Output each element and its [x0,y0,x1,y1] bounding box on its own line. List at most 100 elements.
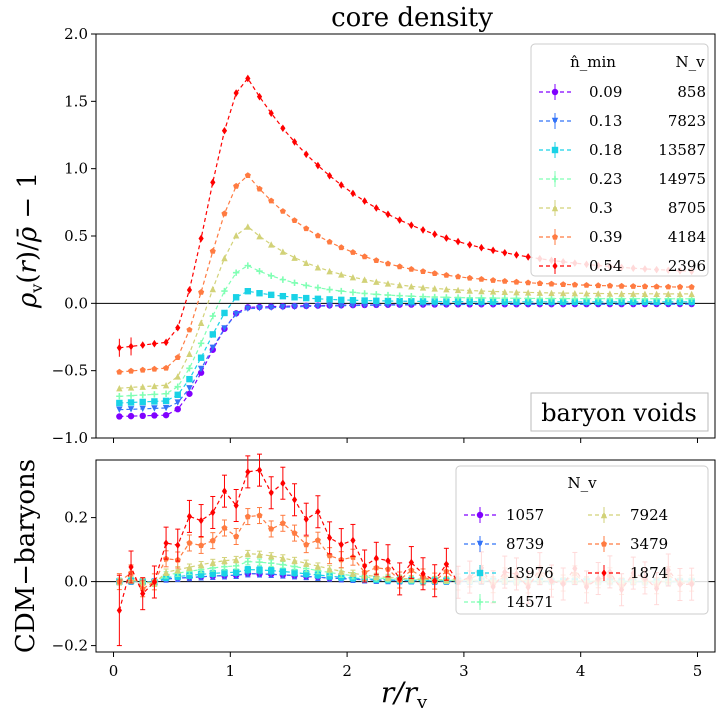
top-point [373,297,380,304]
top-point [314,295,322,303]
bottom-point [221,524,228,531]
top-ytick-label: 1.0 [64,160,88,178]
top-point [548,280,555,287]
top-point [338,296,345,304]
top-legend-count: 14975 [658,170,706,188]
annotation-box [530,392,709,432]
bottom-point [232,556,240,563]
top-point [443,285,450,293]
bottom-point [338,540,344,549]
top-series [116,74,695,420]
bottom-point [268,488,274,497]
top-point [524,295,532,302]
top-point [361,297,368,304]
top-point [455,237,461,246]
top-point [256,185,263,192]
top-point [501,298,508,305]
bottom-point [267,560,275,567]
top-point [431,270,438,276]
bottom-point [432,576,438,585]
bottom-point [245,468,251,476]
top-legend-row: 0.54 2396 [539,257,706,275]
top-point [489,288,497,295]
top-point [384,297,392,305]
top-point [186,385,193,392]
top-point [467,241,473,249]
bottom-point [303,541,310,548]
top-point [513,278,520,285]
top-point [536,280,543,286]
top-point [151,365,158,372]
bottom-xtick-label: 5 [693,662,703,680]
bottom-legend-header: N_v [567,474,597,492]
top-point [139,412,146,420]
top-point [478,276,485,282]
top-ytick-label: −0.5 [52,362,88,380]
top-point [665,290,672,298]
top-point [233,182,240,189]
top-point [291,303,298,311]
top-point [630,283,637,289]
bottom-point [221,569,228,576]
top-point [127,399,135,406]
top-point [151,412,158,419]
top-point [116,406,123,413]
top-legend-count: 4184 [668,228,706,246]
top-point [478,298,485,305]
top-point [524,298,532,306]
top-point [396,263,403,270]
top-point [175,323,181,332]
top-point [443,298,450,305]
top-legend-nmin: 0.3 [589,199,613,217]
top-legend-marker [552,233,558,240]
bottom-legend-row: 3479 [588,535,668,553]
top-point [501,288,508,296]
top-legend-nmin: 0.39 [589,228,622,246]
top-point [244,223,252,230]
bottom-point [350,536,356,545]
top-point [548,295,555,302]
bottom-point [210,508,216,517]
top-point [454,286,462,294]
top-point [127,406,135,413]
top-point [267,272,275,279]
top-point [209,331,216,338]
top-point [139,383,146,390]
top-point [349,302,357,309]
top-series-0.39 [116,172,695,375]
top-point [338,302,345,309]
bottom-point [221,487,228,495]
bottom-point [373,573,380,580]
top-point [490,246,496,255]
bottom-point [303,560,310,567]
top-point [163,364,170,371]
top-point [303,259,310,267]
top-point [221,126,228,135]
bottom-point [291,569,298,576]
top-point [489,294,497,302]
bottom-point [232,568,240,576]
top-legend-row: 0.39 4184 [539,228,706,246]
top-point [232,269,240,276]
top-point [291,254,298,261]
top-point [279,304,287,311]
top-point [232,311,240,318]
bottom-point [140,589,146,598]
top-point [174,399,181,406]
top-point [454,294,462,301]
top-point [443,294,450,301]
top-point [221,309,228,317]
top-point [197,340,205,347]
top-point [630,290,637,297]
top-point [221,210,228,217]
top-point [443,272,450,278]
top-point [315,161,321,170]
top-point [431,293,438,301]
top-point [571,298,579,306]
top-point [536,295,544,302]
top-legend-rows: 0.09 858 0.13 7823 0.18 13587 0.23 14975 0.3 8705… [539,83,706,275]
top-legend-nmin: 0.09 [589,83,622,101]
top-point [419,293,427,300]
bottom-point [116,606,122,615]
